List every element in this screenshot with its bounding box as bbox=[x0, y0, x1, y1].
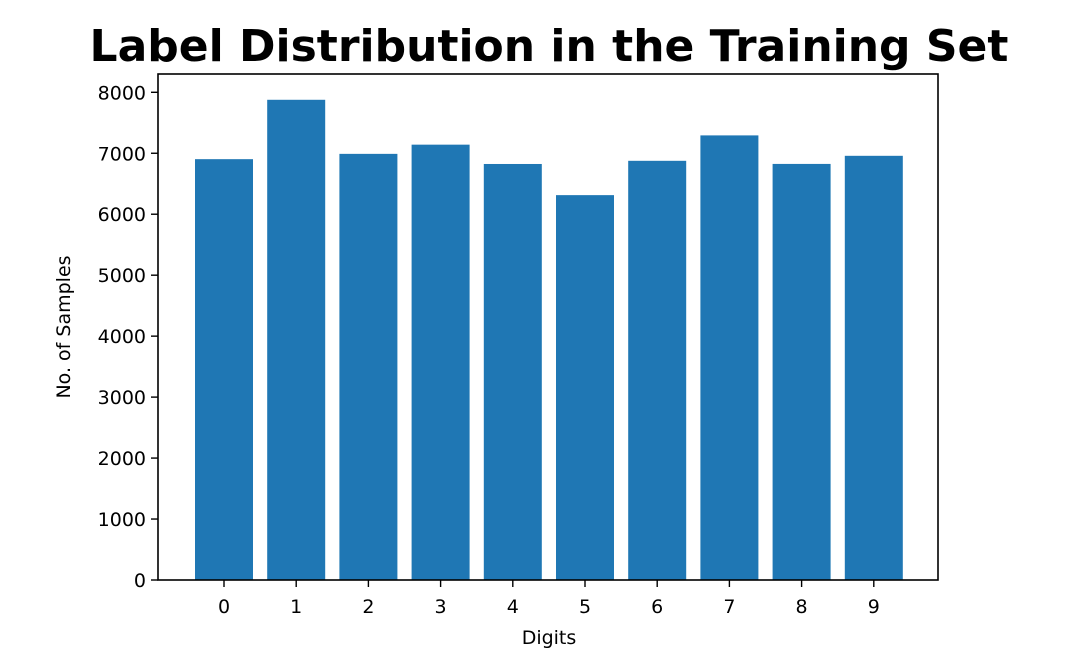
x-tick-label: 5 bbox=[579, 596, 591, 618]
y-axis-label: No. of Samples bbox=[53, 255, 75, 398]
bar-digit-3 bbox=[411, 144, 470, 580]
x-tick-label: 0 bbox=[218, 596, 230, 618]
y-tick-label: 6000 bbox=[98, 204, 146, 226]
x-tick-label: 7 bbox=[723, 596, 735, 618]
bar-digit-4 bbox=[483, 163, 542, 580]
plot-frame bbox=[157, 73, 939, 581]
bar-digit-2 bbox=[339, 153, 398, 580]
bar-digit-1 bbox=[267, 99, 326, 580]
x-tick-label: 6 bbox=[651, 596, 663, 618]
bars-group bbox=[195, 99, 903, 581]
bar-digit-7 bbox=[700, 135, 759, 580]
bar-digit-9 bbox=[844, 155, 903, 581]
x-axis-label: Digits bbox=[522, 627, 577, 649]
chart-title: Label Distribution in the Training Set bbox=[90, 21, 1009, 72]
x-tick-label: 2 bbox=[362, 596, 374, 618]
x-axis: 0 1 2 3 4 5 6 7 8 9 bbox=[218, 580, 880, 618]
bar-digit-5 bbox=[556, 195, 614, 580]
y-tick-label: 8000 bbox=[98, 82, 146, 104]
x-tick-label: 4 bbox=[507, 596, 519, 618]
x-tick-label: 1 bbox=[290, 596, 302, 618]
y-tick-label: 3000 bbox=[98, 387, 146, 409]
y-tick-label: 2000 bbox=[98, 448, 146, 470]
y-tick-label: 5000 bbox=[98, 265, 146, 287]
y-tick-label: 0 bbox=[134, 570, 146, 592]
x-tick-label: 9 bbox=[868, 596, 880, 618]
bar-digit-0 bbox=[195, 159, 253, 580]
y-tick-label: 7000 bbox=[98, 143, 146, 165]
x-tick-label: 8 bbox=[796, 596, 808, 618]
y-axis: 0 1000 2000 3000 4000 5000 6000 7000 8000 bbox=[98, 82, 158, 592]
x-tick-label: 3 bbox=[435, 596, 447, 618]
bar-digit-6 bbox=[628, 160, 687, 580]
bar-digit-8 bbox=[772, 163, 831, 580]
y-tick-label: 4000 bbox=[98, 326, 146, 348]
y-tick-label: 1000 bbox=[98, 509, 146, 531]
